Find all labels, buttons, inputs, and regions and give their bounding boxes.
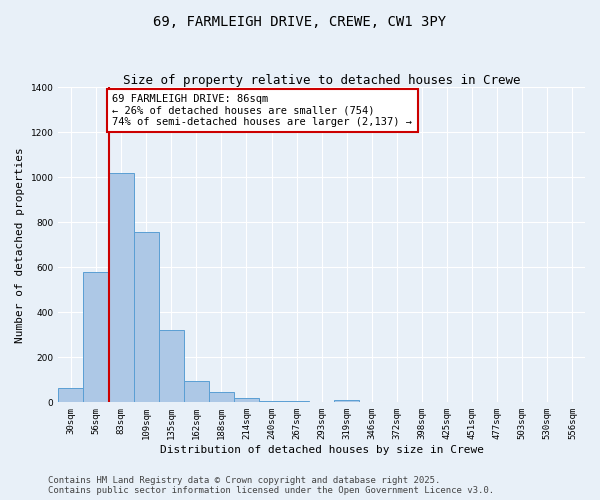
Bar (334, 400, 359, 402)
Bar (259, 400, 284, 402)
Y-axis label: Number of detached properties: Number of detached properties (15, 147, 25, 342)
X-axis label: Distribution of detached houses by size in Crewe: Distribution of detached houses by size … (160, 445, 484, 455)
Bar (184, 381, 209, 402)
Bar (284, 401, 309, 402)
Bar (83, 272, 109, 402)
Text: Contains HM Land Registry data © Crown copyright and database right 2025.
Contai: Contains HM Land Registry data © Crown c… (48, 476, 494, 495)
Bar (134, 232, 159, 402)
Bar (209, 392, 234, 402)
Text: 69, FARMLEIGH DRIVE, CREWE, CW1 3PY: 69, FARMLEIGH DRIVE, CREWE, CW1 3PY (154, 15, 446, 29)
Title: Size of property relative to detached houses in Crewe: Size of property relative to detached ho… (123, 74, 520, 87)
Bar (58, 388, 83, 402)
Text: 69 FARMLEIGH DRIVE: 86sqm
← 26% of detached houses are smaller (754)
74% of semi: 69 FARMLEIGH DRIVE: 86sqm ← 26% of detac… (112, 94, 412, 127)
Bar (109, 172, 134, 402)
Bar (234, 398, 259, 402)
Bar (159, 330, 184, 402)
